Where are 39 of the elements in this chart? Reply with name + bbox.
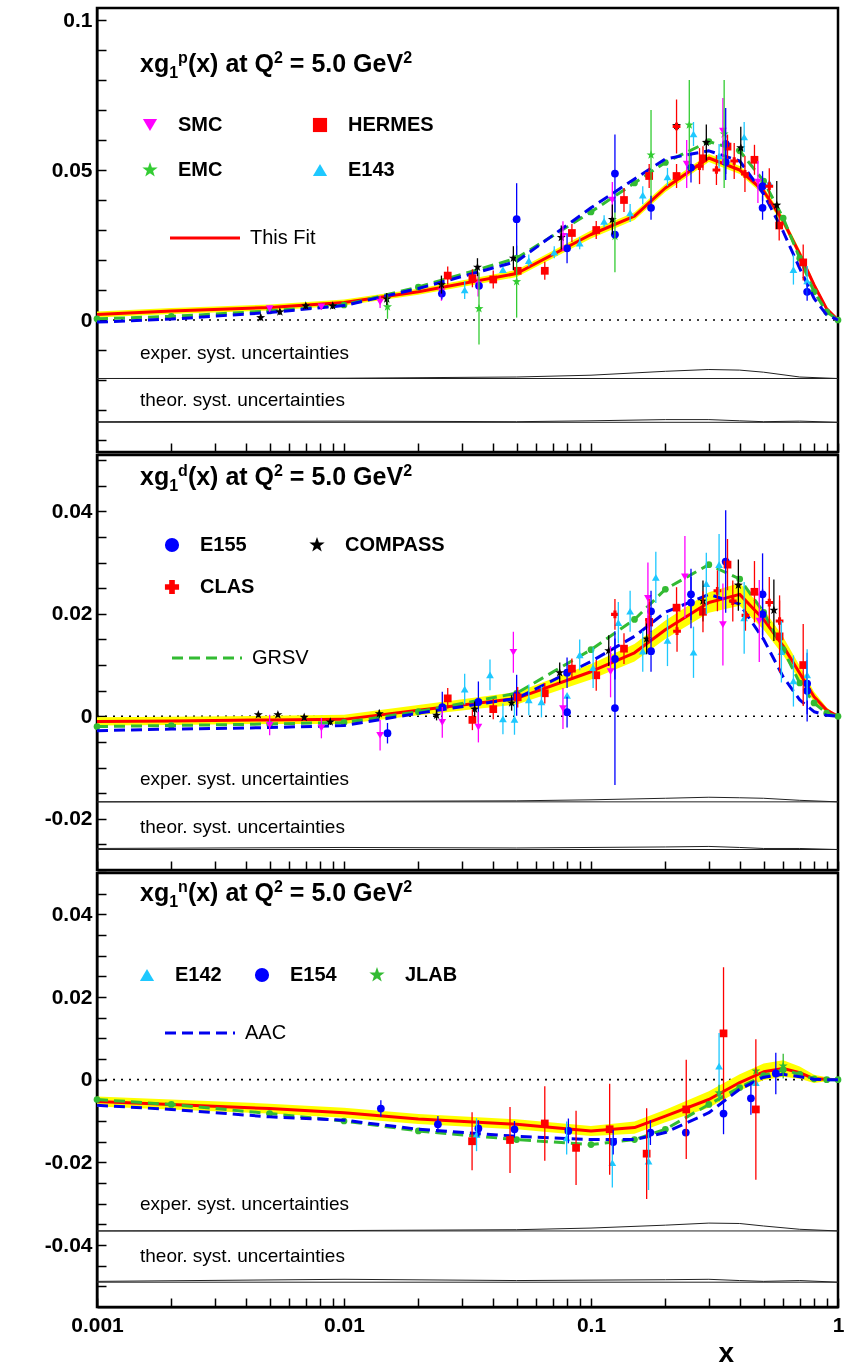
legend-label: HERMES (348, 113, 434, 135)
legend-label: AAC (245, 1021, 287, 1043)
y-tick-label: -0.02 (44, 806, 93, 830)
annotation: exper. syst. uncertainties (140, 342, 350, 363)
annotation: exper. syst. uncertainties (140, 1193, 350, 1214)
annotation: theor. syst. uncertainties (140, 1245, 345, 1266)
annotation: theor. syst. uncertainties (140, 389, 345, 410)
y-tick-label: 0.05 (51, 157, 93, 181)
legend-label: GRSV (252, 646, 310, 668)
x-tick-label: 0.01 (324, 1312, 366, 1336)
x-tick-label: 1 (832, 1312, 845, 1336)
legend-label: EMC (178, 158, 223, 180)
y-tick-label: -0.04 (44, 1232, 93, 1256)
y-tick-label: 0.04 (51, 498, 93, 522)
text: xg$_{1}$$^{p}$(x) at Q$^{2}$ = 5.0 GeV$^{2}$ (140, 49, 413, 82)
x-axis-title: x (718, 1336, 735, 1363)
legend-label: SMC (178, 113, 223, 135)
y-tick-label: 0 (80, 307, 93, 331)
legend-label: This Fit (250, 226, 316, 248)
legend-label: JLAB (405, 963, 458, 985)
y-tick-label: 0.02 (51, 601, 93, 625)
y-tick-label: 0.04 (51, 901, 93, 925)
legend-label: CLAS (200, 575, 255, 597)
annotation: theor. syst. uncertainties (140, 816, 345, 837)
legend-label: E155 (200, 533, 247, 555)
y-tick-label: 0 (80, 1067, 93, 1091)
chart-title: xg$_{1}$$^{d}$(x) at Q$^{2}$ = 5.0 GeV$^{2}$ (140, 462, 413, 495)
y-tick-label: 0.02 (51, 984, 93, 1008)
x-tick-label: 0.001 (71, 1312, 125, 1336)
legend-label: E143 (348, 158, 395, 180)
legend-label: COMPASS (345, 533, 445, 555)
legend-label: E154 (290, 963, 338, 985)
chart-title: xg$_{1}$$^{n}$(x) at Q$^{2}$ = 5.0 GeV$^{2}$ (140, 878, 413, 911)
x-tick-label: 0.1 (576, 1312, 607, 1336)
y-tick-label: -0.02 (44, 1149, 93, 1173)
y-tick-label: 0 (80, 703, 93, 727)
y-tick-label: 0.1 (63, 7, 93, 31)
legend-label: E142 (175, 963, 222, 985)
annotation: exper. syst. uncertainties (140, 768, 350, 789)
